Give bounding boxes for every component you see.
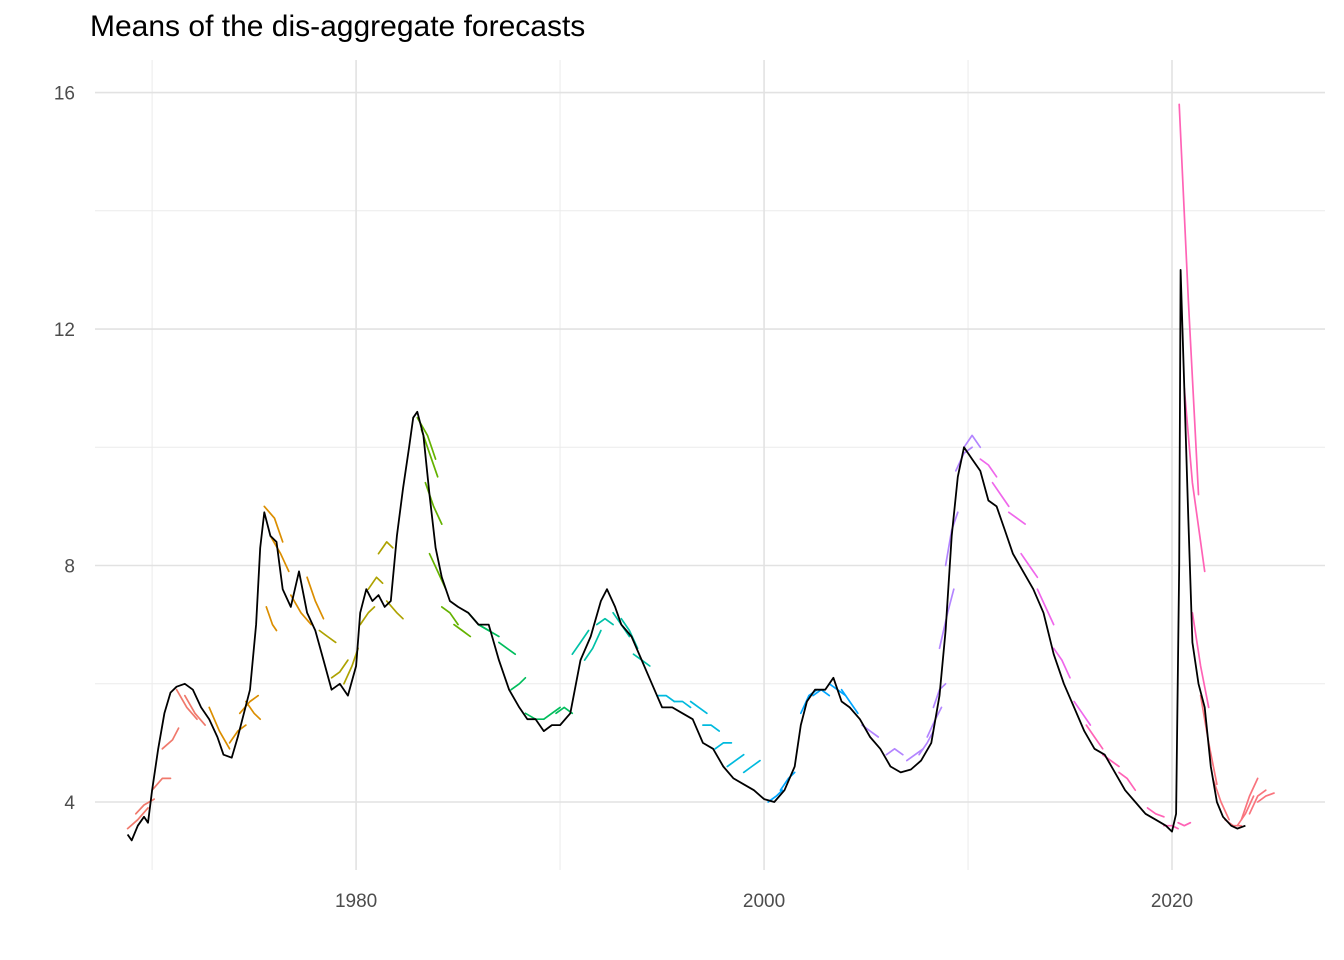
forecast-line-group-4 bbox=[453, 623, 472, 638]
forecast-line-group-9 bbox=[885, 747, 904, 756]
forecast-line-group-12 bbox=[1256, 792, 1275, 803]
forecast-line-group-7 bbox=[726, 753, 745, 768]
forecast-line-group-6 bbox=[595, 617, 614, 626]
forecast-line-group-11 bbox=[1191, 611, 1210, 709]
forecast-line-group-9 bbox=[954, 446, 973, 472]
forecast-line-group-11 bbox=[1183, 387, 1206, 573]
forecast-line-group-3 bbox=[377, 541, 394, 555]
forecast-line-group-3 bbox=[318, 629, 337, 644]
forecast-line-group-1 bbox=[126, 807, 149, 830]
actual-series bbox=[126, 268, 1246, 842]
forecast-line-group-9 bbox=[918, 730, 935, 756]
forecast-line-group-2 bbox=[245, 700, 262, 721]
forecast-line-group-1 bbox=[175, 688, 198, 721]
forecast-line-group-2 bbox=[238, 694, 260, 715]
forecast-line-group-7 bbox=[657, 694, 676, 703]
forecast-line-group-8 bbox=[779, 771, 796, 792]
forecast-line-group-11 bbox=[1085, 724, 1104, 750]
x-tick-label: 2020 bbox=[1151, 891, 1193, 912]
forecast-line-group-8 bbox=[840, 688, 859, 715]
grid-lines bbox=[95, 60, 1325, 870]
forecast-line-group-3 bbox=[385, 600, 404, 620]
y-tick-label: 16 bbox=[54, 84, 75, 105]
forecast-line-group-2 bbox=[228, 724, 247, 744]
forecast-line-group-1 bbox=[161, 727, 180, 750]
forecast-line-group-3 bbox=[330, 659, 349, 679]
forecast-line-group-10 bbox=[1052, 647, 1071, 679]
x-tick-label: 1980 bbox=[335, 891, 377, 912]
y-tick-label: 4 bbox=[64, 793, 75, 814]
forecast-line-group-12 bbox=[1236, 795, 1255, 827]
forecast-line-group-10 bbox=[979, 458, 998, 478]
forecast-line-group-5 bbox=[477, 623, 500, 638]
forecast-line-group-7 bbox=[742, 759, 761, 774]
forecast-line-group-7 bbox=[714, 742, 733, 750]
forecast-line-group-7 bbox=[689, 700, 708, 715]
forecast-line-group-10 bbox=[1007, 511, 1026, 525]
forecast-line-group-11 bbox=[1178, 103, 1200, 496]
forecast-line-group-7 bbox=[673, 700, 692, 709]
forecast-line-group-8 bbox=[799, 688, 818, 715]
forecast-line-group-6 bbox=[583, 629, 602, 661]
forecast-line-group-2 bbox=[265, 606, 278, 632]
forecast-line-group-11 bbox=[1146, 807, 1165, 818]
forecast-line-group-3 bbox=[343, 647, 359, 685]
y-tick-label: 8 bbox=[64, 557, 75, 578]
forecast-line-group-2 bbox=[263, 505, 284, 543]
forecast-line-group-10 bbox=[991, 481, 1010, 508]
forecast-line-group-5 bbox=[498, 641, 517, 656]
forecast-line-group-10 bbox=[1073, 700, 1092, 726]
chart-title: Means of the dis-aggregate forecasts bbox=[90, 10, 586, 43]
forecast-line-group-10 bbox=[1036, 588, 1055, 626]
forecast-line-group-2 bbox=[208, 706, 231, 750]
forecast-line-group-3 bbox=[367, 576, 384, 591]
y-tick-label: 12 bbox=[54, 320, 75, 341]
forecast-line-group-9 bbox=[963, 434, 982, 449]
forecast-line-group-2 bbox=[269, 535, 290, 573]
actual-line bbox=[126, 268, 1246, 842]
forecast-line-group-7 bbox=[702, 724, 721, 732]
forecast-line-group-5 bbox=[510, 676, 527, 691]
forecast-line-group-2 bbox=[306, 576, 325, 620]
forecast-line-group-1 bbox=[183, 694, 206, 726]
forecast-line-group-4 bbox=[424, 481, 443, 525]
forecast-line-group-3 bbox=[359, 606, 376, 626]
forecast-line-group-12 bbox=[1240, 777, 1259, 821]
forecast-line-group-10 bbox=[1020, 552, 1039, 579]
forecast-line-group-8 bbox=[767, 789, 784, 803]
forecast-line-group-5 bbox=[542, 706, 561, 721]
forecast-line-group-12 bbox=[1211, 777, 1230, 821]
forecast-line-group-1 bbox=[151, 777, 172, 792]
forecast-lines bbox=[126, 103, 1275, 830]
forecast-line-group-2 bbox=[289, 594, 313, 626]
axis-tick-labels: 1980 2000 2020 4 8 12 16 bbox=[54, 84, 1193, 912]
forecast-line-group-11 bbox=[1177, 821, 1192, 827]
forecast-line-group-5 bbox=[555, 706, 574, 715]
forecast-line-group-6 bbox=[571, 629, 590, 656]
forecast-line-group-9 bbox=[905, 747, 925, 762]
forecast-line-group-4 bbox=[440, 606, 459, 626]
forecast-line-group-12 bbox=[1248, 789, 1267, 815]
x-tick-label: 2000 bbox=[743, 891, 785, 912]
forecast-line-group-11 bbox=[1118, 771, 1137, 792]
